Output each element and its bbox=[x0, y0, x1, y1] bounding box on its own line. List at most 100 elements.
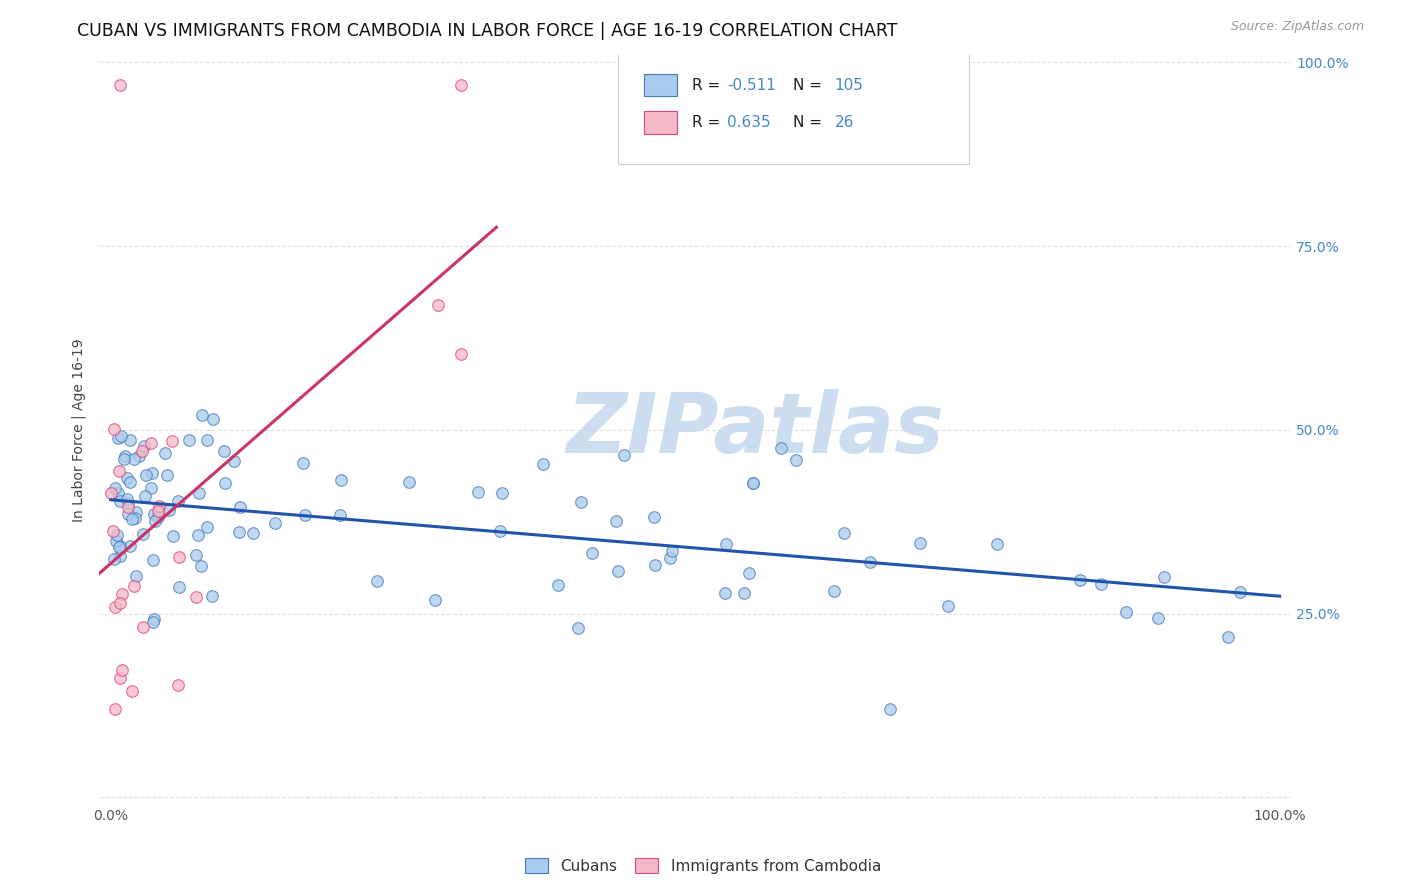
Point bbox=[143, 507, 166, 521]
Point bbox=[103, 524, 125, 538]
Text: N =: N = bbox=[793, 115, 827, 130]
Point bbox=[143, 514, 166, 528]
Point bbox=[110, 539, 132, 553]
Point bbox=[832, 525, 855, 540]
Point bbox=[117, 496, 139, 510]
Point bbox=[714, 585, 737, 599]
Point bbox=[179, 433, 201, 447]
Point bbox=[153, 446, 176, 460]
Point bbox=[644, 558, 666, 572]
Point bbox=[661, 543, 683, 558]
Point bbox=[148, 510, 170, 524]
Point bbox=[187, 486, 209, 500]
Point bbox=[738, 566, 761, 581]
Text: R =: R = bbox=[692, 78, 724, 93]
Point bbox=[108, 671, 131, 685]
Point bbox=[162, 529, 184, 543]
Point bbox=[426, 298, 449, 312]
Point bbox=[118, 433, 141, 447]
Point bbox=[103, 551, 125, 566]
Text: N =: N = bbox=[793, 78, 827, 93]
Point bbox=[1115, 605, 1137, 619]
Point bbox=[105, 528, 128, 542]
Point bbox=[659, 551, 682, 566]
Text: 105: 105 bbox=[835, 78, 863, 93]
Point bbox=[986, 537, 1008, 551]
Point bbox=[491, 486, 513, 500]
Point bbox=[124, 511, 146, 525]
Point bbox=[567, 621, 589, 635]
Point bbox=[120, 539, 142, 553]
Point bbox=[111, 587, 134, 601]
Point bbox=[108, 596, 131, 610]
Point bbox=[103, 422, 125, 436]
Point bbox=[128, 449, 150, 463]
Point bbox=[110, 494, 132, 508]
Legend: Cubans, Immigrants from Cambodia: Cubans, Immigrants from Cambodia bbox=[519, 852, 887, 880]
Text: R =: R = bbox=[692, 115, 724, 130]
Point bbox=[228, 525, 250, 540]
Point bbox=[167, 580, 190, 594]
FancyBboxPatch shape bbox=[644, 112, 678, 134]
Point bbox=[195, 434, 218, 448]
Point bbox=[114, 449, 136, 463]
Point bbox=[117, 500, 139, 515]
Point bbox=[184, 590, 207, 604]
Point bbox=[110, 428, 132, 442]
Point bbox=[581, 546, 603, 560]
Point bbox=[222, 454, 245, 468]
Point bbox=[450, 78, 472, 92]
Point bbox=[118, 475, 141, 489]
Point bbox=[450, 347, 472, 361]
Point bbox=[571, 495, 593, 509]
Text: 0.635: 0.635 bbox=[727, 115, 770, 130]
Point bbox=[107, 486, 129, 500]
Point bbox=[117, 471, 139, 485]
Point bbox=[167, 678, 190, 692]
Y-axis label: In Labor Force | Age 16-19: In Labor Force | Age 16-19 bbox=[72, 338, 86, 522]
Point bbox=[131, 444, 153, 458]
Point bbox=[398, 475, 420, 489]
Point bbox=[785, 452, 807, 467]
Point bbox=[104, 702, 127, 716]
Point bbox=[131, 527, 153, 541]
Point bbox=[125, 569, 148, 583]
Point bbox=[190, 559, 212, 574]
Point bbox=[1229, 585, 1251, 599]
Point bbox=[489, 524, 512, 538]
Point bbox=[146, 504, 169, 518]
Point bbox=[643, 509, 665, 524]
Point bbox=[366, 574, 388, 589]
Point bbox=[292, 456, 315, 470]
Point bbox=[160, 434, 183, 448]
Point bbox=[131, 620, 153, 634]
Point bbox=[121, 512, 143, 526]
Text: ZIPatlas: ZIPatlas bbox=[565, 390, 943, 470]
Point bbox=[742, 476, 765, 491]
Point bbox=[605, 514, 627, 528]
Text: Source: ZipAtlas.com: Source: ZipAtlas.com bbox=[1230, 20, 1364, 33]
Point bbox=[104, 600, 127, 615]
Point bbox=[329, 508, 352, 522]
Point bbox=[1153, 570, 1175, 584]
Point bbox=[139, 481, 162, 495]
Point bbox=[157, 502, 180, 516]
Point bbox=[547, 577, 569, 591]
Point bbox=[716, 537, 738, 551]
Point bbox=[111, 663, 134, 677]
Point bbox=[201, 589, 224, 603]
Point bbox=[166, 494, 188, 508]
Point bbox=[212, 443, 235, 458]
Point bbox=[108, 540, 131, 554]
Point bbox=[117, 508, 139, 522]
Point bbox=[141, 435, 163, 450]
Point bbox=[142, 615, 165, 629]
Point bbox=[733, 586, 755, 600]
Point bbox=[202, 411, 225, 425]
Point bbox=[184, 548, 207, 562]
Point bbox=[115, 491, 138, 506]
Point bbox=[125, 505, 148, 519]
Point bbox=[169, 550, 191, 565]
Text: CUBAN VS IMMIGRANTS FROM CAMBODIA IN LABOR FORCE | AGE 16-19 CORRELATION CHART: CUBAN VS IMMIGRANTS FROM CAMBODIA IN LAB… bbox=[77, 22, 898, 40]
Point bbox=[191, 408, 214, 422]
